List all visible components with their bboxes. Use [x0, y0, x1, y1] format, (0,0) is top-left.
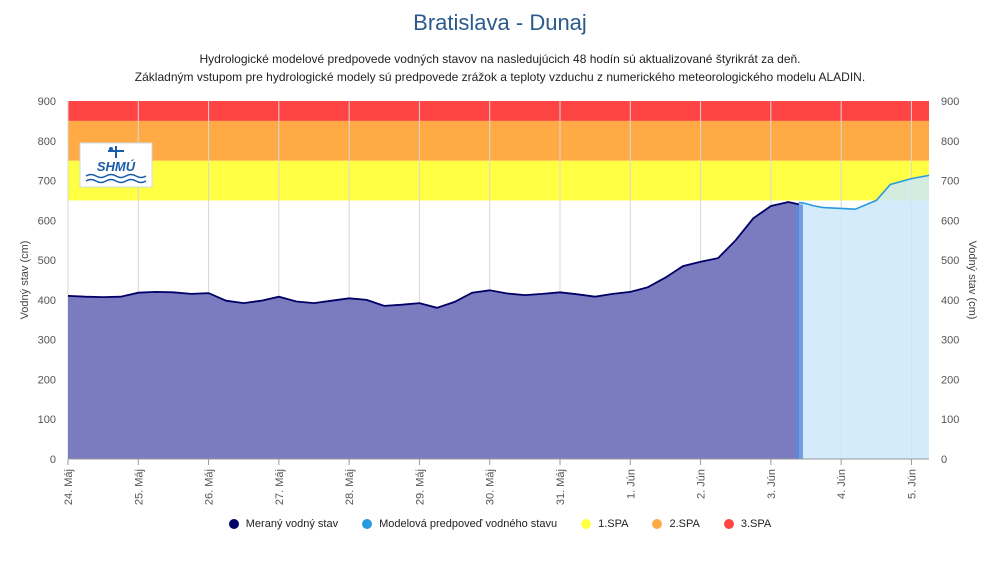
- y-tick-label-left: 300: [38, 335, 56, 347]
- series-areas: [68, 175, 929, 459]
- y-tick-label-right: 600: [941, 215, 959, 227]
- x-tick-label: 4. Jún: [836, 469, 848, 499]
- band-2.spa: [68, 120, 929, 161]
- chart-subtitle-line-1: Hydrologické modelové predpovede vodných…: [199, 52, 801, 66]
- y-tick-label-right: 0: [941, 454, 947, 466]
- y-tick-label-right: 900: [941, 96, 959, 108]
- y-tick-label-left: 700: [38, 176, 56, 188]
- legend-label: 1.SPA: [598, 518, 629, 530]
- legend-item[interactable]: 3.SPA: [723, 518, 772, 530]
- y-tick-label-left: 100: [38, 414, 56, 426]
- chart-subtitle-line-2: Základným vstupom pre hydrologické model…: [134, 70, 866, 84]
- waves-icon: [85, 173, 147, 184]
- x-tick-label: 2. Jún: [696, 469, 708, 499]
- x-tick-label: 24. Máj: [63, 469, 75, 505]
- y-tick-label-left: 400: [38, 295, 56, 307]
- series-lines: [67, 174, 930, 309]
- legend-marker-icon: [362, 519, 373, 529]
- y-axis-title-right: Vodný stav (cm): [966, 241, 978, 320]
- legend-label: Modelová predpoveď vodného stavu: [379, 518, 558, 530]
- legend-marker-icon: [228, 519, 239, 529]
- y-tick-label-right: 300: [941, 335, 959, 347]
- chart-title: Bratislava - Dunaj: [413, 10, 587, 35]
- legend-label: 3.SPA: [740, 518, 772, 530]
- now-divider: [794, 204, 803, 459]
- x-tick-label: 25. Máj: [133, 469, 145, 505]
- x-tick-label: 31. Máj: [555, 469, 567, 505]
- x-tick-label: 1. Jún: [625, 469, 637, 499]
- chart-legend: Meraný vodný stav Modelová predpoveď vodn…: [0, 518, 1000, 530]
- legend-label: Meraný vodný stav: [245, 518, 339, 530]
- series-line-0: [67, 201, 800, 309]
- series-area-1: [799, 175, 929, 459]
- y-tick-label-right: 800: [941, 136, 959, 148]
- axes: 24. Máj 25. Máj 26. Máj 27. Máj 28. Máj 29. M…: [19, 96, 978, 505]
- legend-label: 2.SPA: [669, 518, 700, 530]
- logo-text: SHMÚ: [97, 159, 136, 174]
- y-tick-label-right: 100: [941, 414, 959, 426]
- shmu-logo: SHMÚ: [79, 142, 153, 188]
- y-tick-label-left: 500: [38, 255, 56, 267]
- legend-marker-icon: [652, 519, 663, 529]
- series-area-0: [68, 202, 799, 459]
- legend-item[interactable]: 1.SPA: [581, 518, 628, 530]
- x-tick-label: 5. Jún: [906, 469, 918, 499]
- band-3.spa: [68, 101, 929, 121]
- legend-item[interactable]: Meraný vodný stav: [228, 518, 339, 530]
- y-tick-label-right: 400: [941, 295, 959, 307]
- x-tick-label: 30. Máj: [485, 469, 497, 505]
- spa-bands: [68, 101, 929, 201]
- x-tick-label: 26. Máj: [204, 469, 216, 505]
- y-tick-label-left: 800: [38, 136, 56, 148]
- y-tick-label-right: 700: [941, 176, 959, 188]
- x-tick-label: 29. Máj: [414, 469, 426, 505]
- band-1.spa: [68, 160, 929, 201]
- weather-vane-icon: [108, 146, 124, 158]
- y-tick-label-left: 200: [38, 374, 56, 386]
- x-tick-label: 3. Jún: [766, 469, 778, 499]
- legend-item[interactable]: 2.SPA: [652, 518, 700, 530]
- legend-marker-icon: [581, 519, 592, 529]
- x-tick-label: 28. Máj: [344, 469, 356, 505]
- y-tick-label-left: 600: [38, 215, 56, 227]
- legend-marker-icon: [723, 519, 734, 529]
- series-line-1: [798, 174, 930, 211]
- y-tick-label-left: 900: [38, 96, 56, 108]
- x-tick-label: 27. Máj: [274, 469, 286, 505]
- y-axis-title-left: Vodný stav (cm): [19, 241, 31, 320]
- legend-item[interactable]: Modelová predpoveď vodného stavu: [362, 518, 557, 530]
- y-tick-label-left: 0: [50, 454, 56, 466]
- y-tick-label-right: 500: [941, 255, 959, 267]
- y-tick-label-right: 200: [941, 374, 959, 386]
